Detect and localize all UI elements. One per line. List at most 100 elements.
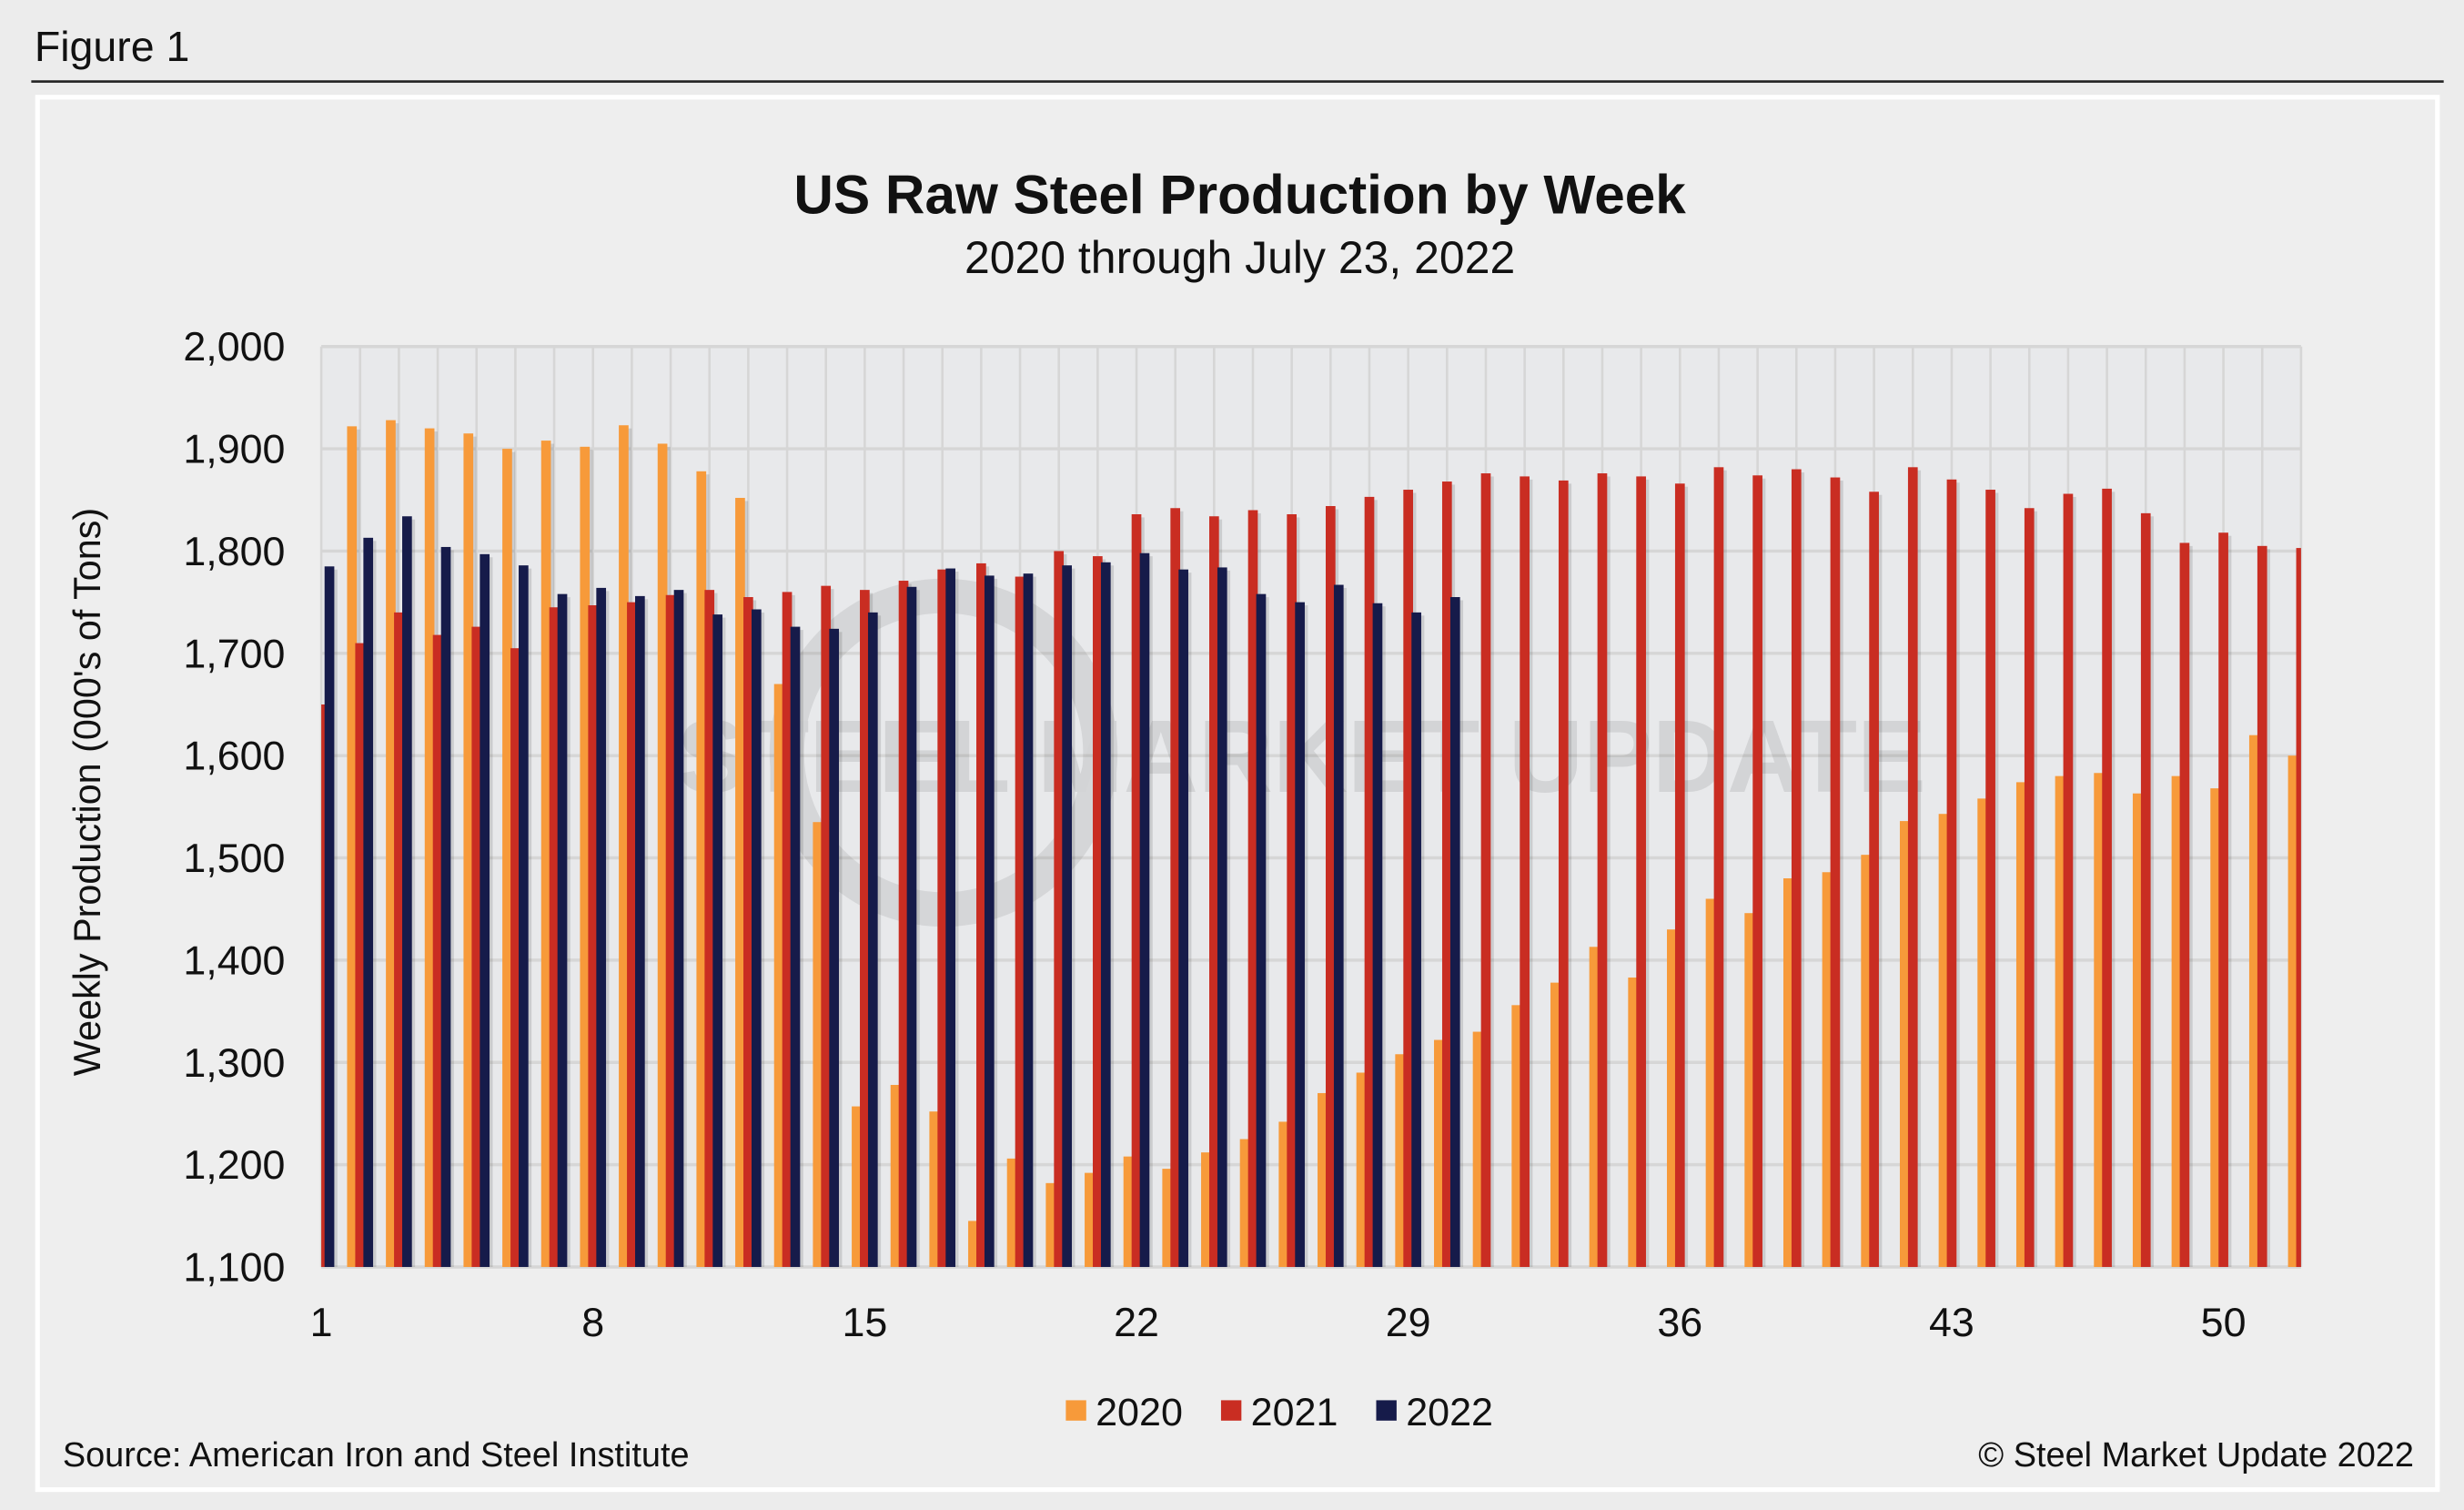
bar-2021-week-38 — [1752, 475, 1762, 1267]
bar-2020-week-18 — [968, 1221, 978, 1267]
x-tick-label: 15 — [842, 1300, 887, 1345]
bar-2021-week-12 — [743, 597, 753, 1267]
bar-2021-week-1 — [321, 704, 327, 1267]
bar-2020-week-25 — [1239, 1139, 1250, 1267]
bar-2022-week-16 — [906, 586, 917, 1267]
bar-2021-week-33 — [1558, 480, 1569, 1267]
bar-2020-week-9 — [619, 425, 629, 1267]
bar-2021-week-36 — [1674, 483, 1685, 1267]
bar-2020-week-26 — [1278, 1121, 1289, 1267]
bar-2020-week-42 — [1899, 821, 1910, 1267]
bar-2021-week-13 — [782, 592, 793, 1267]
bar-2021-week-6 — [510, 648, 520, 1267]
legend-swatch-2021 — [1220, 1400, 1242, 1421]
bar-2020-week-27 — [1318, 1092, 1328, 1267]
bar-2021-week-49 — [2179, 542, 2190, 1267]
bar-2022-week-5 — [480, 553, 490, 1267]
bar-2020-week-22 — [1123, 1156, 1134, 1267]
bar-2020-week-10 — [657, 443, 668, 1267]
bar-2022-week-3 — [402, 516, 412, 1267]
bar-2020-week-3 — [386, 420, 396, 1267]
bar-2020-week-32 — [1511, 1005, 1522, 1267]
y-tick-label: 1,100 — [183, 1244, 285, 1290]
legend-label-2022: 2022 — [1406, 1391, 1493, 1434]
bar-2020-week-46 — [2055, 775, 2065, 1267]
bar-2022-week-23 — [1178, 569, 1188, 1267]
bar-2021-week-7 — [549, 607, 560, 1267]
bar-2022-week-29 — [1411, 612, 1421, 1267]
bar-2022-week-19 — [1023, 573, 1034, 1267]
bar-2021-week-2 — [355, 643, 366, 1267]
bar-2020-week-45 — [2015, 782, 2026, 1267]
y-tick-label: 1,200 — [183, 1142, 285, 1188]
bar-2022-week-1 — [324, 566, 335, 1267]
bar-2021-week-24 — [1209, 516, 1219, 1267]
bar-2020-week-12 — [735, 498, 745, 1267]
bar-2020-week-39 — [1782, 878, 1793, 1267]
bar-2020-week-17 — [929, 1111, 940, 1267]
bar-2022-week-20 — [1062, 565, 1072, 1267]
bar-2020-week-31 — [1472, 1031, 1483, 1267]
bar-2021-week-37 — [1713, 467, 1724, 1267]
bar-2022-week-28 — [1372, 603, 1383, 1267]
bar-2022-week-10 — [673, 590, 684, 1267]
y-axis-label: Weekly Production (000's of Tons) — [66, 508, 108, 1076]
bar-2021-week-23 — [1170, 508, 1181, 1267]
y-tick-label: 1,700 — [183, 631, 285, 676]
x-tick-label: 1 — [310, 1300, 333, 1345]
bar-2020-week-44 — [1977, 798, 1987, 1267]
bar-2022-week-7 — [557, 593, 568, 1267]
y-tick-label: 1,300 — [183, 1040, 285, 1086]
bar-2022-week-21 — [1100, 562, 1111, 1267]
bar-2021-week-19 — [1015, 576, 1025, 1267]
y-tick-label: 2,000 — [183, 324, 285, 370]
bar-2021-week-43 — [1946, 479, 1957, 1267]
bar-2021-week-52 — [2296, 548, 2301, 1267]
x-tick-label: 22 — [1114, 1300, 1159, 1345]
bar-2021-week-4 — [432, 634, 443, 1267]
bar-2021-week-48 — [2140, 512, 2151, 1267]
legend-swatch-2022 — [1376, 1400, 1397, 1421]
y-axis-ticks: 1,100 1,200 1,300 1,400 1,500 1,600 1,700 1,800… — [183, 324, 285, 1290]
legend-label-2021: 2021 — [1251, 1391, 1338, 1434]
bar-2021-week-50 — [2218, 532, 2228, 1267]
x-tick-label: 43 — [1929, 1300, 1974, 1345]
bar-2022-week-24 — [1217, 567, 1227, 1267]
bar-2020-week-7 — [540, 441, 551, 1267]
bar-2021-week-31 — [1480, 473, 1491, 1267]
bar-2021-week-27 — [1325, 506, 1336, 1267]
bar-2020-week-4 — [424, 428, 435, 1267]
bar-2021-week-11 — [704, 590, 715, 1267]
source-note: Source: American Iron and Steel Institut… — [63, 1436, 690, 1475]
bar-2022-week-30 — [1449, 597, 1460, 1267]
bar-2020-week-40 — [1822, 872, 1833, 1267]
bar-2020-week-13 — [773, 684, 784, 1267]
x-axis-ticks: 1 8 15 22 29 36 43 50 — [310, 1300, 2247, 1345]
bar-2022-week-13 — [790, 626, 801, 1267]
y-tick-label: 1,500 — [183, 836, 285, 881]
bar-2021-week-17 — [937, 569, 948, 1267]
bar-2020-week-14 — [813, 822, 823, 1267]
bar-2021-week-28 — [1364, 496, 1375, 1267]
x-tick-label: 8 — [581, 1300, 604, 1345]
bar-2022-week-27 — [1333, 584, 1344, 1267]
bar-2020-week-48 — [2132, 793, 2143, 1267]
bar-2020-week-24 — [1201, 1152, 1211, 1267]
y-tick-label: 1,600 — [183, 734, 285, 779]
bar-2021-week-47 — [2102, 488, 2112, 1267]
copyright-note: © Steel Market Update 2022 — [1978, 1436, 2414, 1475]
legend-label-2020: 2020 — [1096, 1391, 1183, 1434]
legend-swatch-2020 — [1065, 1400, 1086, 1421]
y-tick-label: 1,900 — [183, 427, 285, 472]
bar-2022-week-18 — [984, 575, 995, 1267]
bar-2020-week-41 — [1861, 855, 1871, 1267]
bar-2020-week-50 — [2210, 788, 2220, 1267]
bar-2021-week-8 — [588, 604, 599, 1267]
bar-2021-week-15 — [860, 590, 870, 1267]
bar-2022-week-25 — [1256, 593, 1267, 1267]
bar-2021-week-44 — [1985, 490, 1995, 1267]
bar-2020-week-29 — [1395, 1054, 1406, 1267]
bar-2021-week-18 — [976, 562, 986, 1267]
bar-2020-week-35 — [1628, 977, 1639, 1267]
